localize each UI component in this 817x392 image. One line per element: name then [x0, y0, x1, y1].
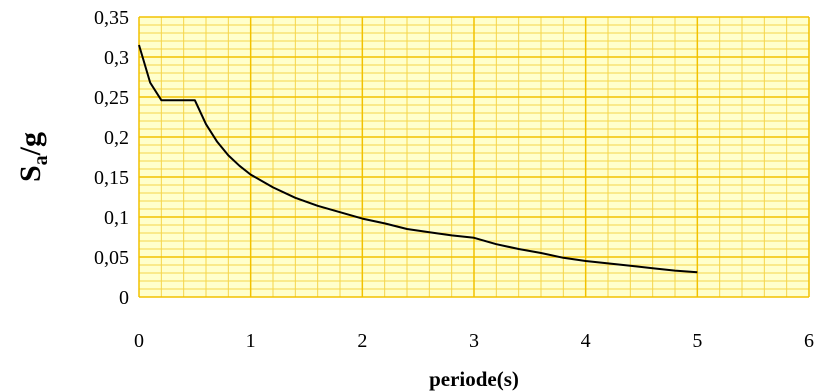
- x-tick-label: 3: [469, 330, 479, 352]
- x-tick-label: 6: [804, 330, 814, 352]
- x-tick-label: 1: [246, 330, 256, 352]
- x-axis-label: periode(s): [429, 367, 519, 391]
- x-tick-label: 0: [134, 330, 144, 352]
- y-axis-label-subscript: a: [30, 155, 52, 165]
- x-tick-labels: 0 1 2 3 4 5 6: [134, 330, 814, 352]
- x-tick-label: 5: [692, 330, 702, 352]
- y-tick-label: 0: [119, 287, 129, 309]
- y-axis-label: Sa/g: [14, 132, 52, 182]
- y-tick-label: 0,05: [94, 247, 129, 269]
- y-axis-label-main: S: [14, 165, 47, 182]
- y-axis-label-suffix: /g: [14, 132, 47, 156]
- major-gridlines: [138, 16, 810, 298]
- x-tick-label: 2: [357, 330, 367, 352]
- y-tick-label: 0,25: [94, 87, 129, 109]
- y-tick-label: 0,2: [104, 127, 129, 149]
- y-tick-label: 0,1: [104, 207, 129, 229]
- y-tick-label: 0,35: [94, 7, 129, 29]
- y-tick-label: 0,3: [104, 47, 129, 69]
- spectrum-line: [138, 44, 698, 274]
- y-tick-label: 0,15: [94, 167, 129, 189]
- y-tick-labels: 0 0,05 0,1 0,15 0,2 0,25 0,3 0,35: [94, 7, 129, 309]
- x-tick-label: 4: [581, 330, 591, 352]
